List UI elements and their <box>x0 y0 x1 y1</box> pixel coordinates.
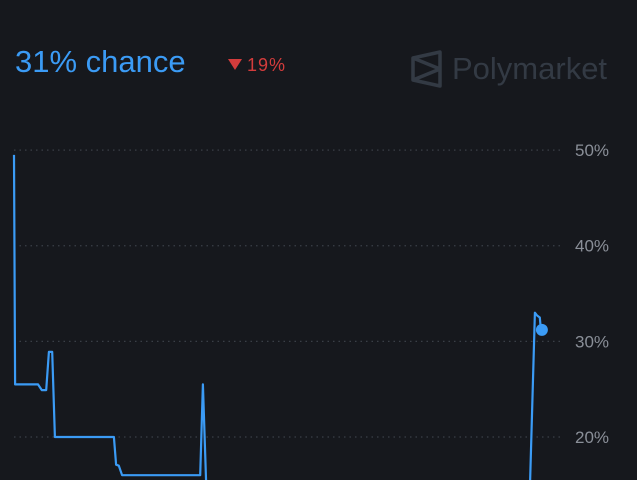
brand-name: Polymarket <box>452 51 608 86</box>
series-line <box>12 154 542 480</box>
y-tick-label: 40% <box>575 237 609 256</box>
y-tick-label: 30% <box>575 332 609 351</box>
y-tick-label: 50% <box>575 141 609 160</box>
change-value: 19% <box>247 55 287 75</box>
last-point-marker <box>535 323 548 336</box>
chance-headline: 31% chance <box>15 44 186 79</box>
change-indicator: 19% <box>228 55 286 76</box>
polymarket-logo: Polymarket <box>410 50 607 88</box>
y-tick-label: 20% <box>575 428 609 447</box>
down-triangle-icon <box>228 59 242 70</box>
polymarket-icon <box>411 50 442 88</box>
